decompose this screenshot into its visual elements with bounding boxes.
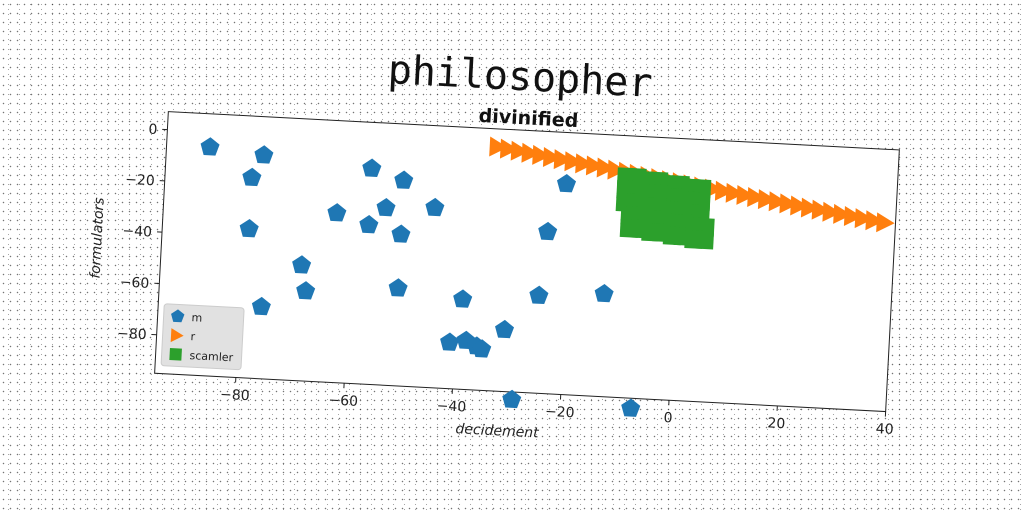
series-r-point-30 — [811, 199, 831, 220]
y-tick-label: −40 — [122, 223, 152, 241]
series-r-point-2 — [510, 140, 530, 161]
y-tick-label: −80 — [117, 326, 147, 344]
series-m-point-4 — [251, 296, 271, 316]
x-axis-ticks: −80 −60 −40 −20 0 20 40 — [220, 377, 894, 438]
series-r-point-26 — [768, 191, 788, 212]
axes-title: divinified — [478, 105, 579, 132]
series-r-point-27 — [779, 193, 798, 214]
series-r-point-28 — [790, 195, 809, 216]
series-r-point-22 — [725, 182, 745, 203]
y-tick-label: −20 — [125, 172, 155, 190]
series-m-point-23 — [538, 221, 558, 241]
legend: mr scamler — [160, 303, 245, 371]
legend-marker-r — [170, 328, 184, 343]
figure-title: philosopher — [387, 47, 654, 107]
x-axis-label: decidement — [455, 421, 539, 441]
series-r-point-8 — [575, 153, 594, 174]
series-m-point-10 — [376, 197, 396, 217]
x-tick-label: −80 — [220, 387, 250, 405]
series-r-point-3 — [521, 142, 540, 163]
series-r-point-34 — [854, 208, 874, 229]
series-m-point-20 — [495, 319, 515, 339]
series-m-point-0 — [200, 137, 220, 156]
legend-label-m: m — [191, 311, 202, 325]
legend-marker-scamler — [169, 348, 182, 361]
series-r-point-32 — [833, 203, 852, 224]
series-m-point-13 — [388, 278, 408, 297]
series-r-point-5 — [542, 147, 562, 167]
x-tick-label: 20 — [767, 415, 786, 432]
series-m-point-6 — [296, 281, 316, 300]
series-m-point-26 — [621, 398, 641, 417]
series-r-point-25 — [757, 189, 777, 210]
data-marks — [200, 136, 895, 417]
x-tick-label: −60 — [328, 392, 358, 410]
x-tick-label: 0 — [663, 410, 673, 426]
series-m-point-9 — [359, 214, 379, 234]
series-m-point-22 — [529, 285, 549, 305]
y-tick-label: 0 — [148, 122, 158, 138]
series-r-point-10 — [596, 157, 616, 178]
series-r-point-36 — [876, 212, 895, 233]
series-m-point-25 — [594, 283, 614, 303]
series-r-point-7 — [564, 151, 583, 172]
x-tick-label: −40 — [436, 398, 466, 416]
series-r-point-6 — [553, 149, 573, 170]
x-tick-label: 40 — [875, 421, 894, 438]
series-m-point-21 — [502, 389, 522, 409]
legend-label-scamler: scamler — [189, 349, 234, 364]
series-m-point-14 — [425, 197, 445, 217]
series-r-point-35 — [865, 210, 884, 231]
series-m-point-8 — [362, 158, 382, 177]
y-tick-label: −60 — [119, 274, 149, 292]
series-m-point-16 — [453, 289, 473, 308]
legend-marker-m — [171, 309, 185, 323]
series-scamler-point-39 — [695, 230, 715, 250]
series-m-point-5 — [292, 255, 312, 274]
series-r-point-21 — [714, 180, 734, 201]
series-r-point-24 — [747, 187, 766, 208]
x-tick-label: −20 — [545, 404, 575, 422]
series-m-point-12 — [391, 224, 411, 243]
series-r-point-4 — [532, 144, 551, 165]
series-m-point-19 — [472, 339, 492, 358]
series-m-point-2 — [242, 167, 262, 187]
series-m-point-15 — [440, 332, 460, 351]
y-axis-ticks: 0 −20 −40 −60 −80 — [117, 122, 168, 344]
series-r-point-29 — [800, 197, 820, 218]
series-m-point-1 — [254, 145, 274, 164]
legend-label-r: r — [190, 330, 196, 343]
series-m-point-7 — [327, 203, 347, 222]
series-m-point-11 — [394, 170, 414, 189]
series-r-point-11 — [607, 159, 626, 180]
series-r-point-0 — [489, 136, 508, 157]
series-r-point-31 — [822, 201, 841, 222]
series-r-point-9 — [585, 155, 605, 176]
series-m-point-24 — [556, 173, 577, 193]
axes: divinified −80 −60 −40 −20 0 20 40 0−20−40−60−… — [88, 105, 900, 441]
y-axis-label: formulators — [88, 197, 108, 279]
series-m-point-3 — [239, 219, 259, 238]
series-r-point-23 — [736, 184, 755, 205]
series-r-point-33 — [843, 206, 863, 226]
series-r-point-1 — [499, 138, 519, 159]
